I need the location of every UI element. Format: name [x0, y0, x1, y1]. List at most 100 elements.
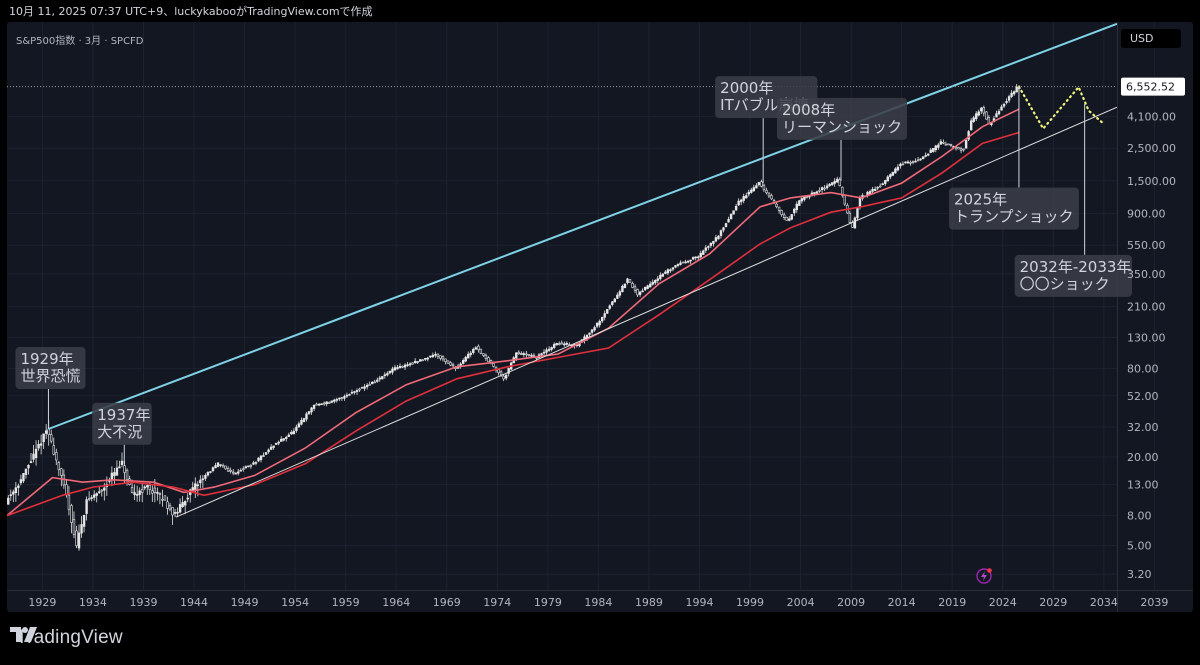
candle-body [962, 148, 965, 151]
candle-body [348, 394, 351, 396]
candle-body [77, 532, 81, 549]
annotation-box [948, 187, 1079, 230]
candle-body [19, 479, 23, 484]
candle-body [244, 466, 248, 469]
candle-body [995, 113, 998, 118]
candle-body [760, 181, 763, 187]
price-axis: 3.20 5.00 8.00 13.00 20.00 32.00 52.00 80.00 130… [1121, 77, 1185, 581]
candle-body [858, 197, 862, 208]
candle-body [565, 343, 569, 345]
candle-body [135, 494, 139, 496]
candle-body [312, 404, 316, 409]
candle-body [259, 455, 263, 461]
candle-body [365, 384, 369, 388]
time-tick-label: 2029 [1039, 596, 1067, 609]
candle-body [1015, 86, 1018, 93]
candle-body [55, 452, 58, 461]
candle-body [163, 495, 167, 501]
annotation-text: 2008年 [782, 101, 835, 119]
time-tick-label: 1964 [382, 596, 410, 609]
last-price-badge [1121, 77, 1185, 96]
annotation-text: 〇〇ショック [1020, 275, 1110, 293]
candle-body [914, 160, 917, 163]
candle-body [231, 471, 235, 474]
candle-body [669, 269, 672, 272]
time-tick-label: 2019 [938, 596, 966, 609]
candle-body [555, 342, 558, 346]
candle-body [44, 430, 48, 434]
candle-body [742, 196, 745, 201]
candle-body [949, 144, 953, 146]
candle-body [416, 361, 419, 363]
candle-body [964, 140, 968, 149]
candle-body [80, 524, 83, 534]
candle-body [441, 356, 445, 360]
lower-trendline [175, 106, 1117, 518]
candle-body [310, 407, 313, 413]
candle-body [788, 218, 791, 221]
candle-body [292, 430, 296, 435]
candle-body [219, 464, 222, 466]
candle-body [676, 263, 680, 266]
time-tick-label: 1999 [736, 596, 764, 609]
time-tick-label: 1969 [433, 596, 461, 609]
candle-body [590, 329, 594, 333]
candle-body [156, 491, 159, 494]
candle-body [146, 485, 149, 488]
candle-body [123, 465, 126, 473]
candle-body [717, 235, 720, 240]
candle-body [274, 442, 278, 445]
candle-body [747, 191, 750, 195]
candle-body [60, 468, 63, 476]
time-tick-label: 1984 [584, 596, 612, 609]
candle-body [290, 432, 293, 435]
currency-button[interactable]: USD [1121, 29, 1181, 48]
candle-body [889, 174, 892, 178]
candle-body [429, 355, 432, 358]
candle-body [752, 187, 756, 192]
chart-panel[interactable]: 1929年 世界恐慌 1937年 大不況 2000年 ITバブル崩壊 2008年 リーマンショ… [7, 22, 1193, 612]
candle-body [901, 163, 905, 166]
candle-body [873, 188, 877, 191]
candle-body [424, 358, 427, 360]
candle-body [894, 168, 897, 174]
candle-body [497, 369, 500, 373]
price-chart[interactable]: 1929年世界恐慌1937年大不況2000年ITバブル崩壊2008年リーマンショ… [7, 22, 1193, 612]
candle-body [153, 487, 157, 493]
candle-body [727, 219, 730, 223]
candle-body [206, 472, 210, 476]
candle-body [199, 479, 202, 484]
candle-body [57, 462, 61, 471]
candle-body [29, 461, 33, 464]
candle-body [545, 349, 548, 353]
candle-body [151, 490, 154, 494]
time-tick-label: 1959 [332, 596, 360, 609]
candle-body [249, 464, 253, 467]
candle-body [621, 285, 624, 293]
candle-body [896, 166, 900, 171]
candle-body [785, 217, 788, 221]
candle-body [755, 185, 758, 189]
candle-body [178, 504, 182, 513]
candle-body [282, 438, 285, 441]
candle-body [421, 359, 424, 362]
annotation-text: 1929年 [20, 350, 73, 368]
candle-body [805, 196, 809, 198]
candle-body [229, 470, 232, 472]
candle-body [269, 446, 273, 450]
candle-body [795, 203, 798, 210]
candle-body [328, 402, 331, 404]
time-tick-label: 1994 [685, 596, 713, 609]
candle-body [472, 349, 475, 353]
candle-body [957, 147, 960, 150]
annotation-text: リーマンショック [782, 118, 902, 136]
candle-body [482, 353, 485, 356]
symbol-label: S&P500指数 · 3月 · SPCFD [16, 36, 144, 47]
candle-body [899, 163, 902, 167]
candle-body [183, 501, 187, 506]
candle-body [194, 483, 197, 491]
candle-body [50, 434, 53, 442]
candle-body [358, 388, 361, 391]
candle-body [92, 494, 96, 498]
candle-body [780, 210, 783, 215]
